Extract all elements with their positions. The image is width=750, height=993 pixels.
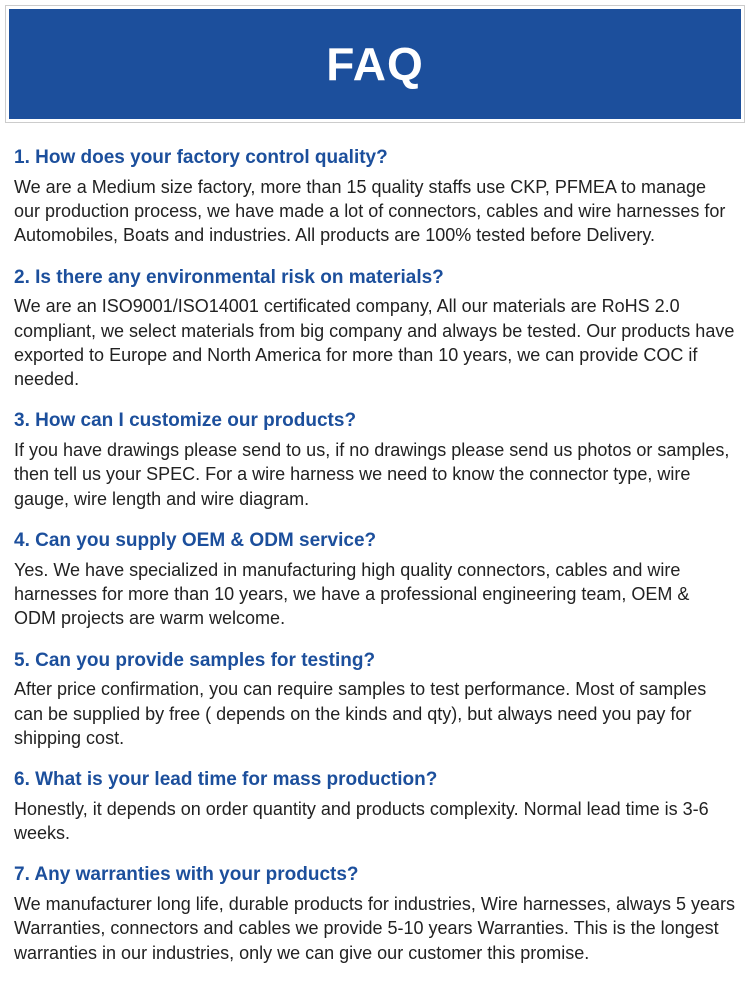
faq-title: FAQ: [9, 37, 741, 91]
faq-item: 3. How can I customize our products? If …: [14, 409, 736, 511]
faq-item: 6. What is your lead time for mass produ…: [14, 768, 736, 845]
faq-answer: If you have drawings please send to us, …: [14, 438, 736, 511]
faq-question: 6. What is your lead time for mass produ…: [14, 768, 736, 793]
faq-item: 2. Is there any environmental risk on ma…: [14, 266, 736, 392]
faq-answer: We are an ISO9001/ISO14001 certificated …: [14, 294, 736, 391]
faq-question: 7. Any warranties with your products?: [14, 863, 736, 888]
faq-header: FAQ: [6, 6, 744, 122]
faq-question: 3. How can I customize our products?: [14, 409, 736, 434]
faq-answer: After price confirmation, you can requir…: [14, 677, 736, 750]
faq-answer: Honestly, it depends on order quantity a…: [14, 797, 736, 846]
faq-item: 5. Can you provide samples for testing? …: [14, 649, 736, 751]
faq-item: 4. Can you supply OEM & ODM service? Yes…: [14, 529, 736, 631]
faq-content: 1. How does your factory control quality…: [0, 128, 750, 993]
faq-question: 4. Can you supply OEM & ODM service?: [14, 529, 736, 554]
faq-answer: Yes. We have specialized in manufacturin…: [14, 558, 736, 631]
faq-question: 5. Can you provide samples for testing?: [14, 649, 736, 674]
faq-item: 1. How does your factory control quality…: [14, 146, 736, 248]
faq-item: 7. Any warranties with your products? We…: [14, 863, 736, 965]
faq-question: 1. How does your factory control quality…: [14, 146, 736, 171]
faq-answer: We manufacturer long life, durable produ…: [14, 892, 736, 965]
faq-question: 2. Is there any environmental risk on ma…: [14, 266, 736, 291]
faq-answer: We are a Medium size factory, more than …: [14, 175, 736, 248]
